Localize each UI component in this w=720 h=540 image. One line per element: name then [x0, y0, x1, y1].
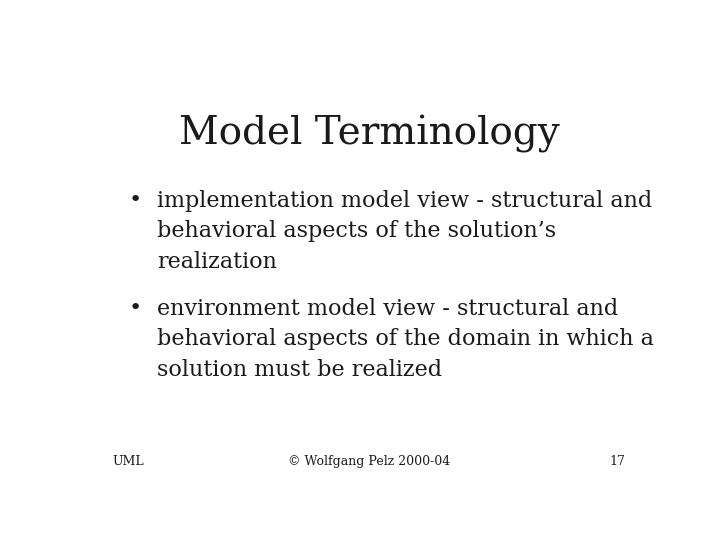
Text: Model Terminology: Model Terminology [179, 114, 559, 153]
Text: •: • [129, 298, 143, 318]
Text: •: • [129, 190, 143, 210]
Text: environment model view - structural and
behavioral aspects of the domain in whic: environment model view - structural and … [157, 298, 654, 381]
Text: © Wolfgang Pelz 2000-04: © Wolfgang Pelz 2000-04 [288, 455, 450, 468]
Text: implementation model view - structural and
behavioral aspects of the solution’s
: implementation model view - structural a… [157, 190, 652, 273]
Text: UML: UML [112, 455, 144, 468]
Text: 17: 17 [610, 455, 626, 468]
